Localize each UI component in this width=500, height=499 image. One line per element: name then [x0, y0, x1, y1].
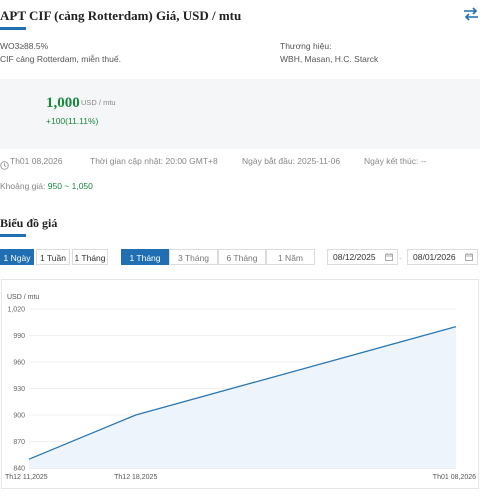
period-button-week[interactable]: 1 Tuần [36, 249, 70, 265]
date-to-value: 08/01/2026 [413, 252, 456, 262]
date-from-value: 08/12/2025 [333, 252, 376, 262]
clock-icon [0, 157, 9, 170]
range-button-6m[interactable]: 6 Tháng [218, 249, 266, 265]
section-title: Biểu đồ giá [0, 216, 58, 230]
x-tick-label: Th01 08,2026 [433, 474, 476, 481]
y-axis-label: USD / mtu [7, 294, 39, 301]
y-tick-label: 990 [13, 333, 25, 340]
price-range-value: 950 ~ 1,050 [47, 181, 93, 191]
end-date: Ngày kết thúc: -- [364, 156, 427, 166]
price-value: 1,000 [46, 95, 80, 111]
y-tick-label: 1,020 [7, 307, 25, 314]
price-change: +100(11.11%) [46, 116, 99, 126]
range-button-3m[interactable]: 3 Tháng [169, 249, 218, 265]
price-date: Th01 08,2026 [10, 156, 63, 166]
price-chart-panel: USD / mtu 840 870 900 930 960 990 1,020 Th12 11,… [1, 279, 479, 489]
range-button-1m[interactable]: 1 Tháng [121, 249, 169, 265]
swap-arrows-icon[interactable] [463, 7, 479, 21]
spec-line-2: CIF cảng Rotterdam, miễn thuế. [0, 54, 121, 64]
date-from-input[interactable]: 08/12/2025 [327, 249, 398, 265]
title-underline [0, 27, 26, 30]
start-date: Ngày bắt đầu: 2025-11-06 [242, 156, 341, 166]
price-panel [0, 79, 480, 149]
calendar-icon[interactable] [465, 253, 473, 261]
y-tick-label: 870 [13, 439, 25, 446]
date-separator: - [399, 254, 402, 263]
page-title: APT CIF (cảng Rotterdam) Giá, USD / mtu [0, 8, 242, 23]
y-tick-label: 900 [13, 413, 25, 420]
price-range-label: Khoảng giá: [0, 181, 46, 191]
date-to-input[interactable]: 08/01/2026 [407, 249, 478, 265]
calendar-icon[interactable] [385, 253, 393, 261]
price-range: Khoảng giá: 950 ~ 1,050 [0, 181, 93, 191]
series-area [29, 326, 456, 468]
price-unit: USD / mtu [81, 98, 116, 107]
x-tick-label: Th12 11,2025 [5, 474, 48, 481]
series-line [28, 326, 457, 460]
range-button-1y[interactable]: 1 Năm [266, 249, 315, 265]
y-tick-label: 930 [13, 386, 25, 393]
brand-label: Thương hiệu: [280, 41, 332, 51]
y-tick-label: 840 [13, 466, 25, 473]
y-tick-label: 960 [13, 360, 25, 367]
brand-value: WBH, Masan, H.C. Starck [280, 54, 379, 64]
price-chart: USD / mtu 840 870 900 930 960 990 1,020 Th12 11,… [5, 294, 476, 481]
update-time: Thời gian cập nhật: 20:00 GMT+8 [90, 156, 218, 166]
period-button-month[interactable]: 1 Tháng [72, 249, 108, 265]
section-underline [0, 234, 26, 237]
period-button-day[interactable]: 1 Ngày [0, 249, 34, 265]
x-tick-label: Th12 18,2025 [114, 474, 157, 481]
spec-line-1: WO3≥88.5% [0, 41, 49, 51]
